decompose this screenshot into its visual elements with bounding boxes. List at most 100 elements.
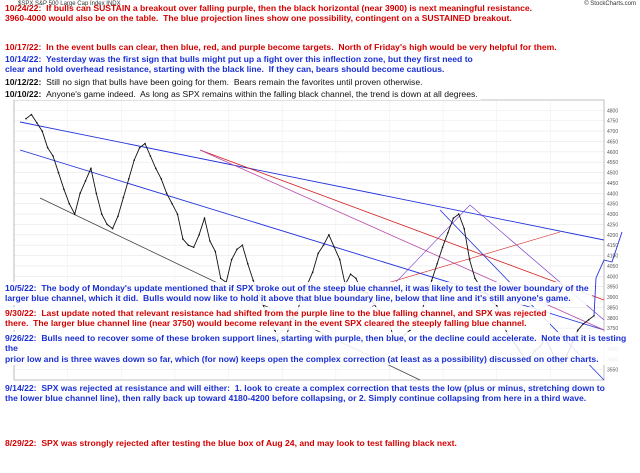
price-point bbox=[46, 146, 49, 149]
price-point bbox=[452, 217, 455, 220]
y-tick-label: 4250 bbox=[607, 222, 618, 228]
brand-label: © StockCharts.com bbox=[584, 1, 636, 7]
price-point bbox=[111, 227, 114, 230]
note-line: Bulls need to recover some of these brok… bbox=[5, 333, 629, 354]
price-point bbox=[311, 271, 314, 273]
price-point bbox=[587, 319, 590, 321]
note-line: SPX was rejected at resistance and will … bbox=[41, 383, 605, 393]
red-resistance-line bbox=[199, 149, 605, 301]
note-date: 10/12/22: bbox=[5, 77, 47, 87]
note-date: 10/17/22: bbox=[5, 42, 47, 52]
y-tick-label: 4200 bbox=[607, 233, 618, 239]
price-point bbox=[133, 159, 135, 161]
price-point bbox=[230, 258, 233, 261]
note-date: 9/26/22: bbox=[5, 333, 42, 343]
exchange-label: INDX bbox=[106, 1, 121, 7]
price-point bbox=[582, 323, 584, 325]
note-3: 10/12/22: Still no sign that bulls have … bbox=[2, 76, 426, 89]
price-point bbox=[30, 113, 33, 116]
note-0: 10/24/22: If bulls can SUSTAIN a breakou… bbox=[2, 2, 536, 25]
price-point bbox=[165, 192, 168, 195]
note-line: prior low and is three waves down so far… bbox=[5, 353, 599, 364]
price-point bbox=[57, 171, 60, 174]
note-line: clear and hold overhead resistance, star… bbox=[5, 64, 445, 75]
note-date: 10/24/22: bbox=[5, 3, 47, 13]
price-point bbox=[155, 167, 157, 170]
y-tick-label: 3950 bbox=[607, 285, 618, 291]
y-tick-label: 3800 bbox=[607, 316, 618, 322]
note-date: 8/29/22: bbox=[5, 438, 42, 448]
price-point bbox=[241, 244, 244, 246]
price-point bbox=[192, 246, 195, 249]
note-line: The body of Monday's update mentioned th… bbox=[41, 283, 589, 293]
note-date: 10/14/22: bbox=[5, 54, 46, 64]
price-point bbox=[84, 180, 87, 182]
price-point bbox=[333, 246, 336, 249]
price-point bbox=[68, 202, 71, 205]
note-6: 9/30/22: Last update noted that relevant… bbox=[2, 307, 550, 330]
note-line: 3960-4000 would also be on the table. Th… bbox=[5, 13, 512, 24]
price-point bbox=[203, 217, 206, 220]
note-9: 8/29/22: SPX was strongly rejected after… bbox=[2, 437, 460, 450]
y-tick-label: 3850 bbox=[607, 305, 618, 311]
price-point bbox=[338, 258, 341, 261]
price-point bbox=[36, 122, 38, 124]
price-point bbox=[25, 117, 27, 120]
note-date: 10/5/22: bbox=[5, 283, 42, 293]
price-point bbox=[90, 167, 92, 170]
price-point bbox=[349, 273, 352, 276]
price-point bbox=[495, 304, 498, 307]
price-point bbox=[430, 279, 433, 282]
price-point bbox=[73, 213, 76, 215]
note-line: larger blue channel, which it did. Bulls… bbox=[5, 293, 571, 304]
price-point bbox=[246, 263, 249, 265]
y-tick-label: 4100 bbox=[607, 254, 618, 260]
price-point bbox=[106, 223, 108, 226]
y-tick-label: 4050 bbox=[607, 264, 618, 270]
note-2: 10/14/22: Yesterday was the first sign t… bbox=[2, 53, 476, 76]
note-line: In the event bulls can clear, then blue,… bbox=[46, 42, 557, 52]
note-line: Anyone's game indeed. As long as SPX rem… bbox=[46, 89, 478, 99]
price-point bbox=[409, 329, 411, 332]
price-point bbox=[52, 155, 54, 157]
note-8: 9/14/22: SPX was rejected at resistance … bbox=[2, 382, 608, 405]
price-point bbox=[576, 329, 579, 332]
price-point bbox=[468, 258, 471, 261]
price-point bbox=[182, 238, 184, 240]
y-tick-label: 4550 bbox=[607, 160, 618, 166]
note-4: 10/10/22: Anyone's game indeed. As long … bbox=[2, 88, 481, 101]
price-point bbox=[171, 202, 173, 205]
note-date: 9/30/22: bbox=[5, 308, 42, 318]
note-date: 10/10/22: bbox=[5, 89, 47, 99]
price-point bbox=[138, 146, 141, 149]
note-7: 9/26/22: Bulls need to recover some of t… bbox=[2, 332, 640, 366]
price-point bbox=[447, 231, 449, 234]
note-line: SPX was strongly rejected after testing … bbox=[41, 438, 457, 448]
price-point bbox=[122, 196, 125, 199]
price-point bbox=[41, 130, 44, 132]
price-point bbox=[127, 178, 130, 180]
y-tick-label: 4150 bbox=[607, 243, 618, 249]
price-point bbox=[219, 277, 222, 280]
price-point bbox=[79, 192, 81, 195]
price-point bbox=[355, 277, 357, 280]
y-tick-label: 4350 bbox=[607, 202, 618, 208]
y-tick-label: 4400 bbox=[607, 191, 618, 197]
note-5: 10/5/22: The body of Monday's update men… bbox=[2, 282, 592, 305]
price-point bbox=[63, 188, 65, 190]
note-line: Last update noted that relevant resistan… bbox=[41, 308, 547, 318]
ticker-label: $SPX bbox=[18, 1, 34, 7]
price-point bbox=[328, 234, 330, 236]
price-point bbox=[117, 215, 119, 217]
price-point bbox=[474, 277, 476, 280]
price-point bbox=[322, 244, 325, 246]
note-line: Still no sign that bulls have been going… bbox=[46, 77, 423, 87]
y-tick-label: 3900 bbox=[607, 295, 618, 301]
price-point bbox=[441, 246, 444, 249]
index-name: S&P 500 Large Cap Index bbox=[35, 1, 105, 7]
note-line: Yesterday was the first sign that bulls … bbox=[45, 54, 473, 64]
price-point bbox=[198, 234, 200, 236]
y-axis: 3550360036503700375038003850390039504000… bbox=[607, 108, 618, 373]
y-tick-label: 4600 bbox=[607, 150, 618, 156]
price-point bbox=[176, 213, 179, 215]
